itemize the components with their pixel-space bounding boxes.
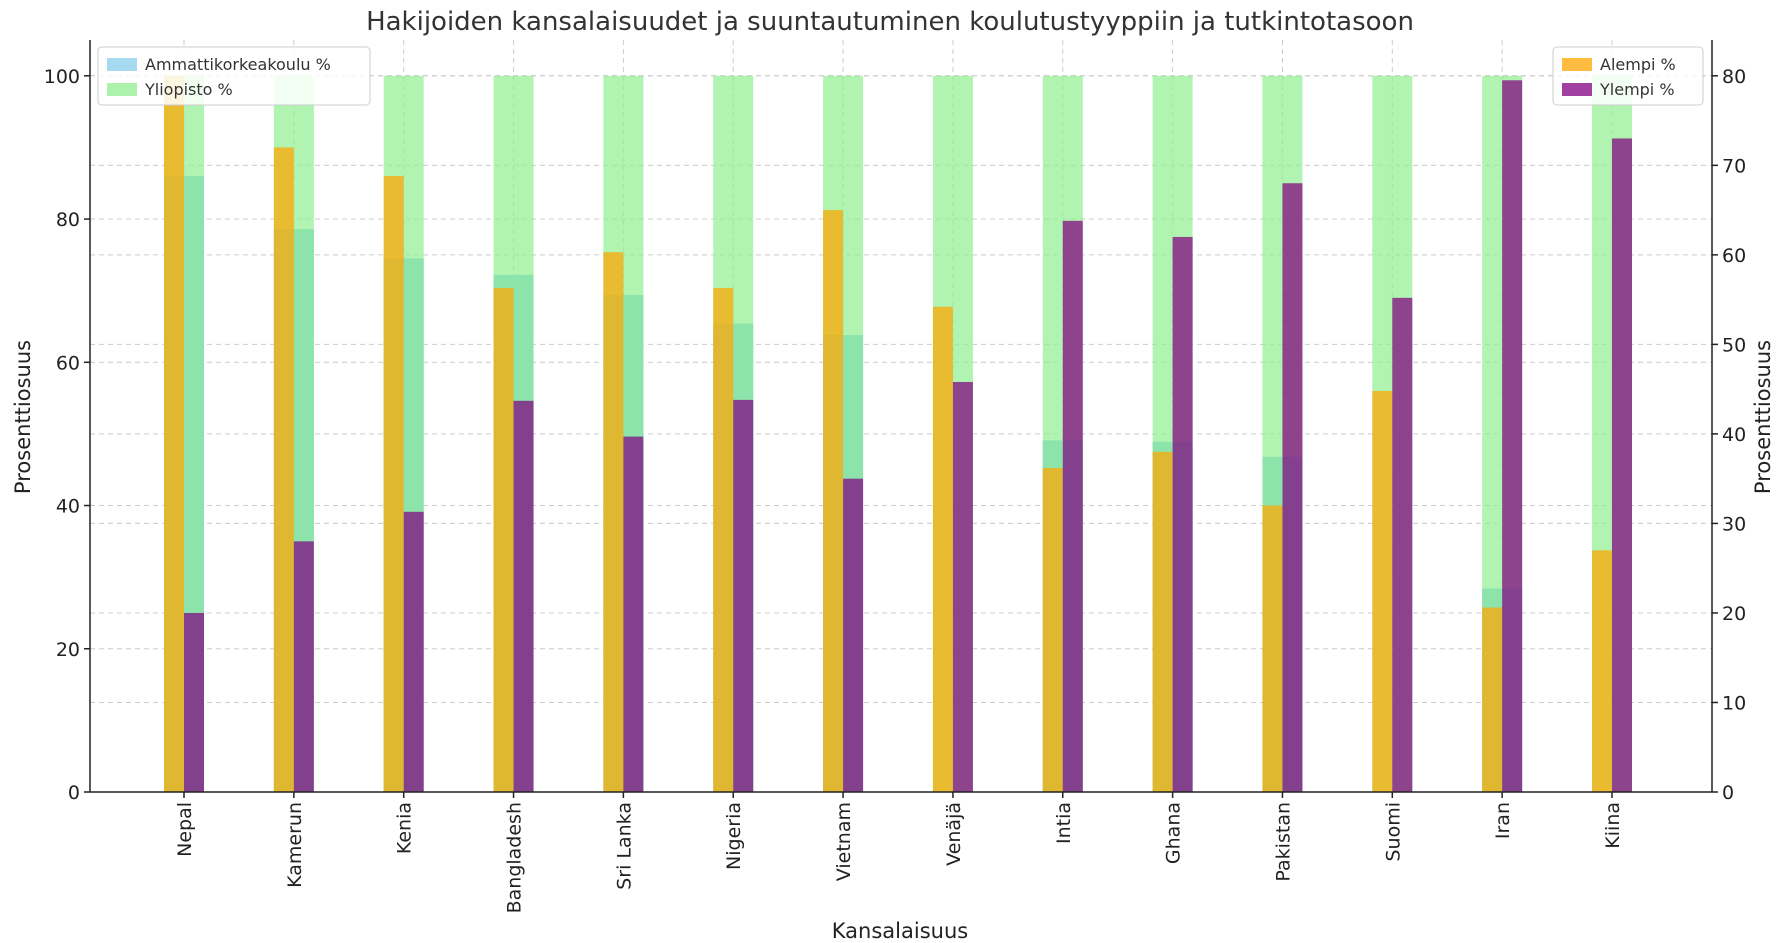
- category-label: Kiina: [1602, 802, 1624, 849]
- bar-ylempi: [843, 479, 863, 792]
- x-axis-label: Kansalaisuus: [832, 919, 968, 943]
- bar-alempi: [603, 252, 623, 792]
- category-label: Nepal: [174, 802, 196, 857]
- chart-title: Hakijoiden kansalaisuudet ja suuntautumi…: [366, 7, 1414, 37]
- legend-swatch: [107, 58, 137, 71]
- legend-label: Ammattikorkeakoulu %: [145, 55, 331, 74]
- tick-label-right: 60: [1722, 245, 1746, 267]
- bar-ylempi: [623, 437, 643, 792]
- bar-alempi: [494, 288, 514, 792]
- grid-lines: [90, 40, 1712, 792]
- bar-alempi: [933, 307, 953, 792]
- bar-ylempi: [1612, 138, 1632, 792]
- bar-alempi: [1153, 452, 1173, 792]
- bar-ylempi: [1173, 237, 1193, 792]
- category-label: Kenia: [394, 802, 416, 854]
- tick-label-left: 80: [56, 209, 80, 231]
- tick-label-right: 80: [1722, 66, 1746, 88]
- category-label: Suomi: [1382, 802, 1404, 862]
- tick-label-left: 40: [56, 496, 80, 518]
- bar-ylempi: [1392, 298, 1412, 792]
- y-axis-label-right: Prosenttiosuus: [1751, 340, 1775, 494]
- right-y-ticks: 0 10 20 30 40 50 60 70 80: [1712, 66, 1746, 804]
- tick-label-right: 30: [1722, 513, 1746, 535]
- legend-swatch: [107, 83, 137, 96]
- bar-ylempi: [294, 541, 314, 792]
- tick-label-right: 20: [1722, 603, 1746, 625]
- category-label: Venäjä: [943, 802, 965, 866]
- tick-label-left: 20: [56, 639, 80, 661]
- bar-alempi: [164, 76, 184, 792]
- legend-left: Ammattikorkeakoulu % Yliopisto %: [98, 47, 370, 105]
- bar-alempi: [713, 288, 733, 792]
- tick-label-left: 100: [44, 66, 80, 88]
- bar-ylempi: [184, 613, 204, 792]
- legend-right: Alempi % Ylempi %: [1553, 47, 1703, 105]
- tick-label-right: 0: [1722, 782, 1734, 804]
- bar-alempi: [1372, 391, 1392, 792]
- category-label: Nigeria: [723, 802, 745, 870]
- bar-alempi: [1592, 550, 1612, 792]
- tick-label-right: 40: [1722, 424, 1746, 446]
- category-label: Kamerun: [284, 802, 306, 888]
- legend-swatch: [1562, 58, 1592, 71]
- bar-alempi: [823, 210, 843, 792]
- category-label: Sri Lanka: [613, 802, 635, 890]
- legend-label: Ylempi %: [1599, 80, 1675, 99]
- bar-ylempi: [404, 512, 424, 792]
- x-tick-labels: Nepal Kamerun Kenia Bangladesh Sri Lanka Nige…: [174, 792, 1624, 913]
- tick-label-right: 50: [1722, 334, 1746, 356]
- category-label: Bangladesh: [504, 802, 526, 913]
- tick-label-right: 10: [1722, 692, 1746, 714]
- left-y-ticks: 0 20 40 60 80 100: [44, 66, 90, 804]
- bar-ylempi: [1282, 183, 1302, 792]
- tick-label-left: 0: [68, 782, 80, 804]
- bar-alempi: [384, 176, 404, 792]
- bar-alempi: [1482, 608, 1502, 792]
- legend-swatch: [1562, 83, 1592, 96]
- axes: [90, 40, 1712, 792]
- legend-label: Alempi %: [1600, 55, 1676, 74]
- bar-ylempi: [953, 382, 973, 792]
- bar-alempi: [1043, 468, 1063, 792]
- category-label: Intia: [1053, 802, 1075, 844]
- bar-ylempi: [733, 400, 753, 792]
- category-label: Vietnam: [833, 802, 855, 881]
- legend-label: Yliopisto %: [144, 80, 233, 99]
- tick-label-right: 70: [1722, 155, 1746, 177]
- bar-ylempi: [514, 401, 534, 792]
- bar-alempi: [274, 147, 294, 792]
- category-label: Pakistan: [1272, 802, 1294, 882]
- bar-ylempi: [1502, 80, 1522, 792]
- bar-ylempi: [1063, 221, 1083, 792]
- bar-alempi: [1262, 506, 1282, 792]
- tick-label-left: 60: [56, 352, 80, 374]
- y-axis-label-left: Prosenttiosuus: [11, 340, 35, 494]
- category-label: Iran: [1492, 802, 1514, 839]
- category-label: Ghana: [1163, 802, 1185, 864]
